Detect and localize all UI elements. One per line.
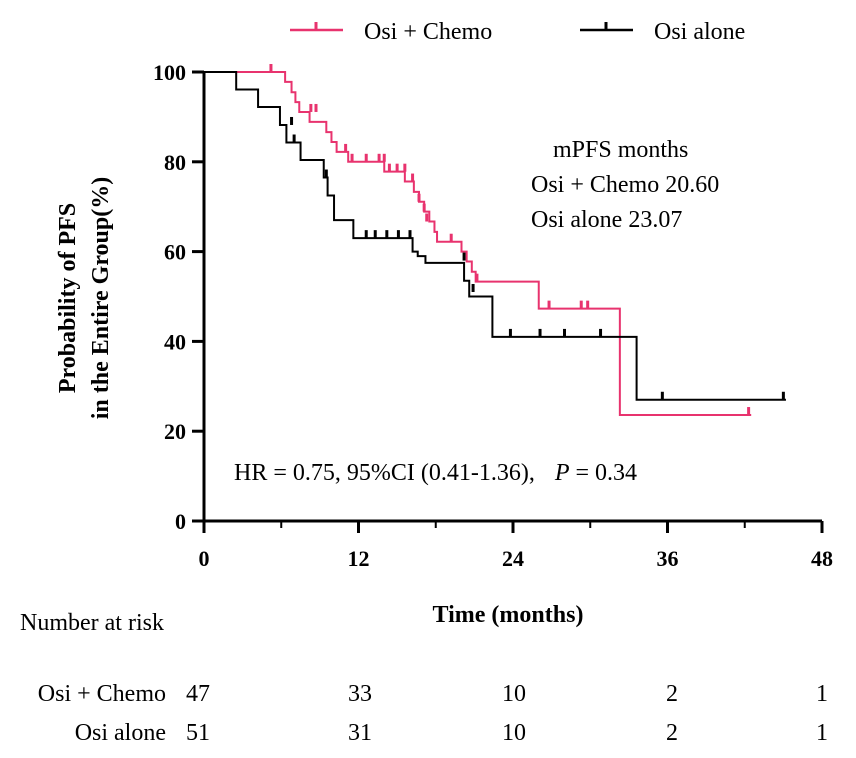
legend-label-osi-alone: Osi alone <box>654 19 745 45</box>
legend-entry-osi-chemo: Osi + Chemo <box>290 19 492 45</box>
risk-row-osi-chemo: Osi + Chemo 47 33 10 2 1 <box>38 681 828 707</box>
risk-value-24: 10 <box>502 720 526 746</box>
risk-value-36: 2 <box>666 720 678 746</box>
y-tick-label-0: 0 <box>175 509 186 534</box>
y-tick-label-100: 100 <box>153 60 186 85</box>
risk-value-0: 51 <box>186 720 210 746</box>
risk-value-0: 47 <box>186 681 210 707</box>
survival-curve-osi-chemo <box>204 71 752 417</box>
risk-value-48: 1 <box>816 681 828 707</box>
x-tick-label-0: 0 <box>199 546 210 571</box>
risk-value-48: 1 <box>816 720 828 746</box>
legend: Osi + Chemo Osi alone <box>290 19 745 45</box>
mpfs-title: mPFS months <box>553 137 688 163</box>
risk-row-label: Osi + Chemo <box>38 681 166 707</box>
risk-table: Number at risk Osi + Chemo 47 33 10 2 1 … <box>20 610 828 746</box>
legend-label-osi-chemo: Osi + Chemo <box>364 19 492 45</box>
mpfs-row-osi-alone: Osi alone 23.07 <box>531 207 682 233</box>
axes: 0 12 24 36 48 0 20 40 60 80 100 <box>153 60 833 571</box>
risk-value-24: 10 <box>502 681 526 707</box>
series-layer <box>204 64 786 417</box>
risk-value-36: 2 <box>666 681 678 707</box>
mpfs-annotation: mPFS months Osi + Chemo 20.60 Osi alone … <box>531 137 719 233</box>
risk-table-title: Number at risk <box>20 610 164 636</box>
y-tick-label-40: 40 <box>164 329 186 354</box>
x-axis-title: Time (months) <box>433 602 584 628</box>
series-osi-chemo <box>204 64 752 417</box>
y-axis-title-line-2: in the Entire Group(%) <box>88 177 114 419</box>
p-value: = 0.34 <box>576 460 638 486</box>
x-tick-label-24: 24 <box>502 546 524 571</box>
series-osi-alone <box>204 71 786 401</box>
y-axis-title-line-1: Probability of PFS <box>55 203 81 393</box>
hr-annotation: HR = 0.75, 95%CI (0.41-1.36), P = 0.34 <box>234 460 637 486</box>
x-tick-label-48: 48 <box>811 546 833 571</box>
survival-curve-osi-alone <box>204 71 786 401</box>
risk-row-label: Osi alone <box>75 720 166 746</box>
risk-value-12: 33 <box>348 681 372 707</box>
x-tick-label-36: 36 <box>657 546 679 571</box>
hr-text: HR = 0.75, 95%CI (0.41-1.36), <box>234 460 535 486</box>
y-tick-label-20: 20 <box>164 419 186 444</box>
y-axis-title: Probability of PFS in the Entire Group(%… <box>55 177 114 419</box>
p-symbol: P <box>554 460 570 486</box>
risk-row-osi-alone: Osi alone 51 31 10 2 1 <box>75 720 828 746</box>
x-tick-label-12: 12 <box>348 546 370 571</box>
risk-value-12: 31 <box>348 720 372 746</box>
mpfs-row-osi-chemo: Osi + Chemo 20.60 <box>531 172 719 198</box>
y-tick-label-80: 80 <box>164 150 186 175</box>
legend-entry-osi-alone: Osi alone <box>580 19 745 45</box>
y-tick-label-60: 60 <box>164 240 186 265</box>
